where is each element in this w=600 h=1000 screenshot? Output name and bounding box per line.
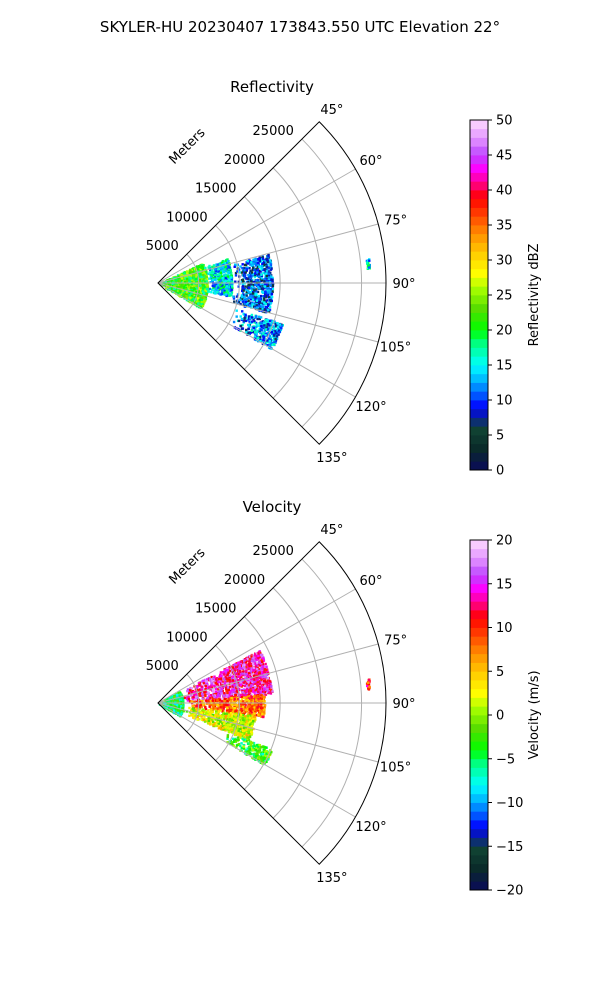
colorbar-tick-label: 10 — [496, 621, 513, 636]
figure-suptitle: SKYLER-HU 20230407 173843.550 UTC Elevat… — [100, 18, 500, 36]
colorbar-tick-label: 40 — [496, 184, 513, 199]
range-axis-label: Meters — [166, 545, 208, 587]
reflectivity-panel: Reflectivity 45°60°75°90°105°120°135°500… — [146, 78, 542, 479]
colorbar-label: Reflectivity dBZ — [527, 244, 542, 347]
colorbar-tick-label: 25 — [496, 289, 513, 304]
sector-outline — [157, 121, 387, 445]
theta-tick-label: 105° — [380, 341, 411, 356]
echo-region-0 — [159, 263, 210, 309]
azimuth-spoke — [157, 223, 379, 284]
echo-region-4 — [365, 258, 371, 270]
colorbar-tick-label: 20 — [496, 324, 513, 339]
colorbar-tick-label: 5 — [496, 665, 504, 680]
range-tick-label: 15000 — [195, 182, 236, 197]
range-tick-label: 20000 — [224, 573, 265, 588]
echo-region-3 — [232, 309, 284, 350]
echo-region-2 — [232, 253, 275, 314]
azimuth-spoke — [157, 168, 356, 284]
range-tick-label: 25000 — [253, 544, 294, 559]
theta-tick-label: 45° — [320, 103, 343, 118]
colorbar-tick-label: 30 — [496, 254, 513, 269]
colorbar-tick-label: 0 — [496, 709, 504, 724]
range-tick-label: 15000 — [195, 602, 236, 617]
theta-tick-label: 45° — [320, 523, 343, 538]
range-tick-label: 5000 — [146, 659, 179, 674]
polar-grid — [157, 558, 386, 848]
colorbar-tick-label: −20 — [496, 884, 523, 899]
theta-tick-label: 105° — [380, 761, 411, 776]
colorbar: −20 −15 −10 −5 0 5 10 15 20 Velocity (m/s) — [469, 534, 542, 899]
panel-title: Reflectivity — [230, 78, 314, 96]
colorbar-tick-label: 50 — [496, 114, 513, 129]
theta-tick-label: 120° — [355, 400, 386, 415]
echo-cells — [158, 650, 371, 766]
colorbar-tick-label: 45 — [496, 149, 513, 164]
theta-tick-label: 60° — [359, 154, 382, 169]
colorbar-label: Velocity (m/s) — [527, 670, 542, 759]
azimuth-spoke — [157, 282, 379, 343]
colorbar-tick-label: 20 — [496, 534, 513, 549]
azimuth-spoke — [157, 643, 379, 704]
range-axis-label: Meters — [166, 125, 208, 167]
colorbar: 0 5 10 15 20 25 30 35 40 45 50 Reflectivity dBZ — [469, 114, 542, 479]
theta-tick-label: 60° — [359, 574, 382, 589]
colorbar-tick-label: −15 — [496, 840, 523, 855]
range-tick-label: 5000 — [146, 239, 179, 254]
range-tick-label: 25000 — [253, 124, 294, 139]
colorbar-tick-label: 15 — [496, 577, 513, 592]
colorbar-tick-label: 0 — [496, 464, 504, 479]
theta-tick-label: 90° — [392, 277, 415, 292]
theta-tick-label: 135° — [316, 451, 347, 466]
colorbar-tick-label: −5 — [496, 752, 515, 767]
theta-tick-label: 90° — [392, 697, 415, 712]
range-tick-label: 10000 — [166, 210, 207, 225]
colorbar-tick-label: 10 — [496, 394, 513, 409]
echo-region-1 — [183, 650, 274, 703]
colorbar-tick-label: 35 — [496, 219, 513, 234]
sector-outline — [157, 541, 387, 865]
panel-title: Velocity — [243, 498, 302, 516]
theta-tick-label: 120° — [355, 820, 386, 835]
colorbar-tick-label: 5 — [496, 429, 504, 444]
theta-tick-label: 75° — [384, 213, 407, 228]
echo-cells — [159, 253, 371, 350]
colorbar-tick-label: 15 — [496, 359, 513, 374]
theta-tick-label: 75° — [384, 633, 407, 648]
range-tick-label: 10000 — [166, 630, 207, 645]
azimuth-spoke — [157, 702, 356, 818]
polar-grid — [157, 138, 386, 428]
azimuth-spoke — [157, 282, 356, 398]
colorbar-tick-label: −10 — [496, 796, 523, 811]
range-tick-label: 20000 — [224, 153, 265, 168]
azimuth-spoke — [157, 702, 379, 763]
echo-region-5 — [365, 678, 371, 691]
azimuth-spoke — [157, 588, 356, 704]
velocity-panel: Velocity 45°60°75°90°105°120°135°5000100… — [146, 498, 542, 899]
theta-tick-label: 135° — [316, 871, 347, 886]
